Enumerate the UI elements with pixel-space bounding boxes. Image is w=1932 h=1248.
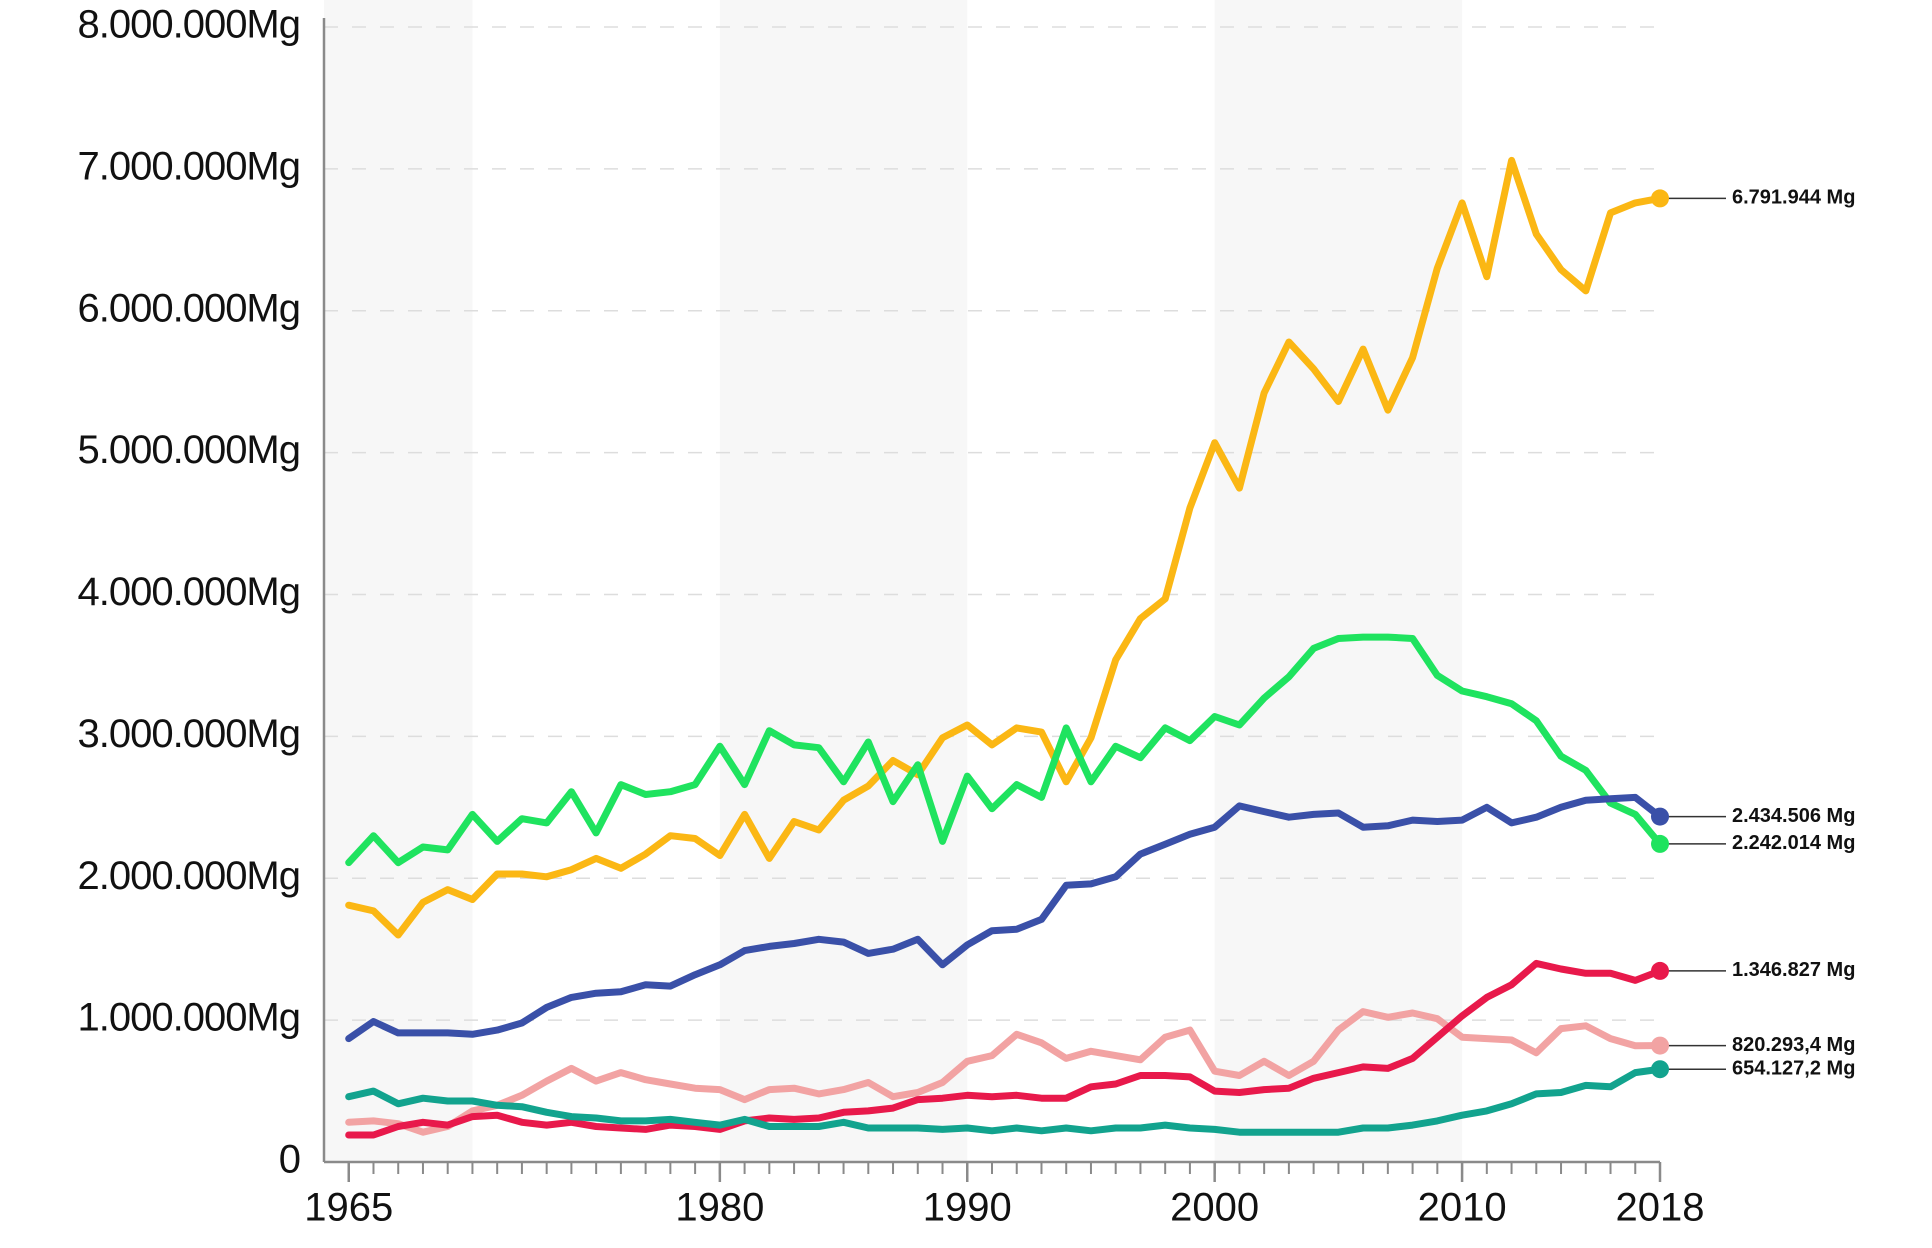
x-tick-label: 2010	[1418, 1186, 1507, 1230]
shaded-band	[324, 0, 473, 1162]
shaded-band	[719, 0, 968, 1162]
end-label: 1.346.827 Mg	[1732, 959, 1855, 981]
y-tick-label: 0	[279, 1138, 300, 1182]
y-tick-label: 5.000.000Mg	[77, 428, 300, 472]
series-line	[345, 959, 1664, 1139]
x-tick-label: 1990	[923, 1186, 1012, 1230]
end-label: 2.434.506 Mg	[1732, 805, 1855, 827]
end-point	[1651, 834, 1669, 853]
y-tick-label: 7.000.000Mg	[77, 144, 300, 188]
end-label: 820.293,4 Mg	[1732, 1034, 1855, 1056]
y-tick-label: 1.000.000Mg	[77, 996, 300, 1040]
end-label: 654.127,2 Mg	[1732, 1057, 1855, 1079]
series-line	[345, 1008, 1664, 1136]
y-tick-label: 3.000.000Mg	[77, 712, 300, 756]
y-tick-label: 2.000.000Mg	[77, 854, 300, 898]
y-tick-label: 4.000.000Mg	[77, 570, 300, 614]
end-point	[1651, 1036, 1669, 1055]
x-tick-label: 2018	[1616, 1186, 1705, 1230]
end-label: 6.791.944 Mg	[1732, 187, 1855, 209]
end-point	[1651, 961, 1669, 980]
x-tick-label: 1965	[304, 1186, 393, 1230]
series-line	[345, 156, 1664, 939]
end-point	[1651, 1060, 1669, 1079]
end-point	[1651, 189, 1669, 208]
x-tick-label: 2000	[1170, 1186, 1259, 1230]
x-tick-label: 1980	[675, 1186, 764, 1230]
series-line	[345, 1065, 1664, 1136]
y-tick-label: 8.000.000Mg	[77, 3, 300, 47]
series-line	[345, 793, 1664, 1043]
shaded-band	[1214, 0, 1463, 1162]
end-point	[1651, 807, 1669, 826]
series-line	[345, 633, 1664, 867]
y-tick-label: 6.000.000Mg	[77, 286, 300, 330]
end-label: 2.242.014 Mg	[1732, 832, 1855, 854]
